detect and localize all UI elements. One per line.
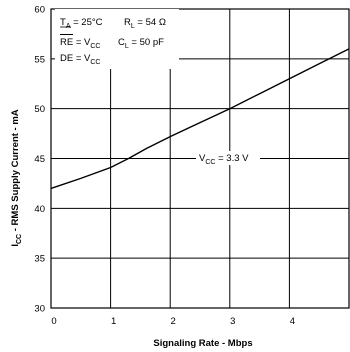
x-tick-label: 0 bbox=[51, 316, 56, 327]
condition-de: DE = VCC bbox=[60, 53, 101, 66]
x-tick-label: 2 bbox=[171, 316, 176, 327]
condition-ta: TA = 25°C bbox=[60, 17, 103, 30]
y-tick-label: 55 bbox=[34, 54, 45, 65]
y-tick-label: 45 bbox=[34, 154, 45, 165]
conditions-box bbox=[55, 9, 179, 69]
series-line bbox=[50, 48, 350, 190]
vcc-label: VCC = 3.3 V bbox=[199, 153, 249, 166]
x-tick-label: 1 bbox=[111, 316, 116, 327]
y-tick-label: 30 bbox=[34, 304, 45, 315]
tick-labels: 30 35 40 45 50 55 60 0 1 2 3 4 bbox=[34, 5, 295, 328]
x-tick-label: 3 bbox=[230, 316, 235, 327]
y-tick-label: 50 bbox=[34, 104, 45, 115]
condition-re: RE = VCC bbox=[60, 37, 101, 50]
y-tick-label: 60 bbox=[34, 5, 45, 16]
x-tick-label: 4 bbox=[290, 316, 295, 327]
x-axis-label: Signaling Rate - Mbps bbox=[153, 338, 252, 349]
series bbox=[50, 48, 350, 190]
condition-rl: RL = 54 Ω bbox=[124, 17, 166, 30]
plot-border bbox=[50, 8, 350, 309]
y-axis-label: ICC - RMS Supply Current - mA bbox=[10, 109, 23, 246]
plot-frame bbox=[50, 8, 350, 309]
y-tick-label: 40 bbox=[34, 204, 45, 215]
condition-cl: CL = 50 pF bbox=[118, 37, 164, 50]
y-tick-label: 35 bbox=[34, 254, 45, 265]
vcc-label-mask bbox=[196, 151, 260, 165]
